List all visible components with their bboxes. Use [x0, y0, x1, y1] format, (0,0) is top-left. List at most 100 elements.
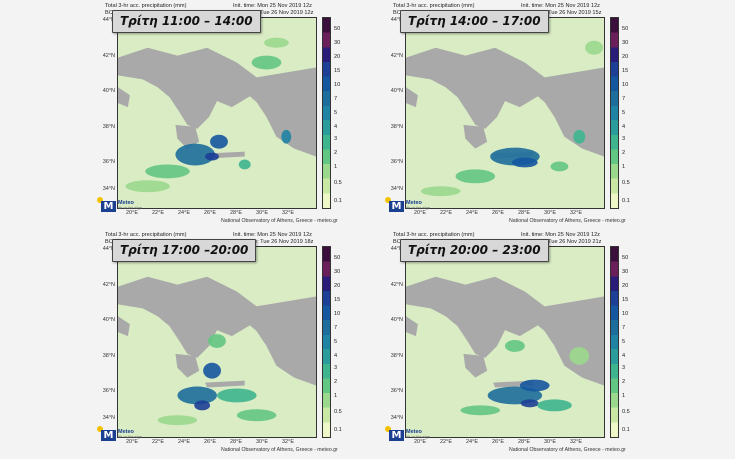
- lon-label: 20°E: [414, 439, 426, 445]
- colorbar-label: 30: [334, 40, 341, 46]
- colorbar-label: 3: [622, 365, 626, 371]
- colorbar-label: 20: [622, 54, 629, 60]
- colorbar-label: 10: [622, 82, 629, 88]
- logo-tagline: life on the edge: [118, 206, 142, 210]
- time-window-title: Τρίτη 14:00 – 17:00: [400, 10, 549, 33]
- valid-time: Valid time: Tue 26 Nov 2019 18z: [233, 238, 314, 245]
- colorbar-label: 2: [622, 379, 626, 385]
- sun-icon: [385, 197, 391, 203]
- colorbar-label: 1: [622, 393, 626, 399]
- time-window-title: Τρίτη 20:00 – 23:00: [400, 239, 549, 262]
- colorbar-label: 50: [622, 26, 629, 32]
- lat-label: 36°N: [390, 159, 403, 165]
- lat-label: 42°N: [102, 53, 115, 59]
- colorbar-label: 5: [622, 110, 626, 116]
- sun-icon: [385, 426, 391, 432]
- header-right: Init. time: Mon 25 Nov 2019 12z Valid tim…: [233, 3, 313, 16]
- init-time: Init. time: Mon 25 Nov 2019 12z: [521, 232, 600, 238]
- colorbar-label: 5: [334, 110, 338, 116]
- colorbar-label: 0.1: [334, 198, 342, 204]
- colorbar-label: 3: [334, 136, 338, 142]
- sun-icon: [97, 197, 103, 203]
- colorbar-label: 50: [622, 255, 629, 261]
- time-window-title: Τρίτη 17:00 –20:00: [112, 239, 257, 262]
- header-right: Init. time: Mon 25 Nov 2019 12z Valid tim…: [521, 232, 601, 245]
- logo-tagline: life on the edge: [406, 206, 430, 210]
- lat-label: 36°N: [390, 388, 403, 394]
- lat-label: 34°N: [102, 415, 115, 421]
- colorbar-label: 7: [622, 325, 626, 331]
- colorbar: [610, 17, 619, 209]
- precipitation-map: [117, 17, 317, 209]
- lon-label: 30°E: [544, 210, 556, 216]
- colorbar-label: 4: [622, 124, 626, 130]
- colorbar: [322, 17, 331, 209]
- init-time: Init. time: Mon 25 Nov 2019 12z: [233, 232, 312, 238]
- colorbar-label: 15: [334, 297, 341, 303]
- lat-label: 42°N: [390, 282, 403, 288]
- lon-label: 22°E: [152, 210, 164, 216]
- credit-text: National Observatory of Athens, Greece -…: [221, 218, 338, 224]
- init-time: Init. time: Mon 25 Nov 2019 12z: [233, 3, 312, 9]
- logo-name: Meteo: [118, 200, 134, 206]
- colorbar-label: 1: [622, 164, 626, 170]
- init-time: Init. time: Mon 25 Nov 2019 12z: [521, 3, 600, 9]
- forecast-panel: Total 3-hr acc. precipitation (mm)BOLAM …: [97, 231, 352, 459]
- lat-label: 36°N: [102, 159, 115, 165]
- colorbar-label: 15: [622, 68, 629, 74]
- lon-label: 22°E: [152, 439, 164, 445]
- valid-time: Valid time: Tue 26 Nov 2019 12z: [233, 9, 314, 16]
- header-line1: Total 3-hr acc. precipitation (mm): [393, 232, 475, 238]
- lon-label: 28°E: [518, 439, 530, 445]
- lat-label: 40°N: [390, 317, 403, 323]
- colorbar-label: 7: [622, 96, 626, 102]
- header-line1: Total 3-hr acc. precipitation (mm): [393, 3, 475, 9]
- lon-label: 26°E: [204, 210, 216, 216]
- colorbar-label: 0.5: [622, 409, 630, 415]
- colorbar-label: 0.1: [622, 427, 630, 433]
- colorbar-label: 5: [334, 339, 338, 345]
- precipitation-map: [117, 246, 317, 438]
- colorbar-label: 30: [622, 40, 629, 46]
- lat-label: 34°N: [102, 186, 115, 192]
- colorbar-label: 20: [334, 54, 341, 60]
- colorbar-label: 0.5: [622, 180, 630, 186]
- lon-label: 28°E: [518, 210, 530, 216]
- lat-label: 38°N: [102, 353, 115, 359]
- lat-label: 42°N: [102, 282, 115, 288]
- colorbar-label: 2: [334, 379, 338, 385]
- lon-label: 32°E: [570, 210, 582, 216]
- colorbar-label: 10: [334, 82, 341, 88]
- header-right: Init. time: Mon 25 Nov 2019 12z Valid tim…: [521, 3, 601, 16]
- valid-time: Valid time: Tue 26 Nov 2019 21z: [521, 238, 602, 245]
- lat-label: 34°N: [390, 415, 403, 421]
- lat-label: 38°N: [390, 353, 403, 359]
- logo-letter: M: [389, 430, 404, 441]
- lat-label: 36°N: [102, 388, 115, 394]
- colorbar-label: 3: [334, 365, 338, 371]
- lon-label: 24°E: [466, 439, 478, 445]
- lon-label: 30°E: [544, 439, 556, 445]
- lon-label: 20°E: [414, 210, 426, 216]
- lon-label: 20°E: [126, 210, 138, 216]
- meteo-logo: M Meteo life on the edge: [385, 426, 430, 442]
- meteo-logo: M Meteo life on the edge: [385, 197, 430, 213]
- colorbar-label: 10: [622, 311, 629, 317]
- lat-label: 42°N: [390, 53, 403, 59]
- lon-label: 26°E: [492, 210, 504, 216]
- colorbar-label: 4: [622, 353, 626, 359]
- colorbar-label: 2: [622, 150, 626, 156]
- colorbar-label: 20: [334, 283, 341, 289]
- colorbar-label: 0.1: [622, 198, 630, 204]
- colorbar-label: 7: [334, 96, 338, 102]
- header-line1: Total 3-hr acc. precipitation (mm): [105, 232, 187, 238]
- precipitation-map: [405, 246, 605, 438]
- logo-letter: M: [101, 430, 116, 441]
- logo-letter: M: [101, 201, 116, 212]
- colorbar-label: 50: [334, 255, 341, 261]
- header-right: Init. time: Mon 25 Nov 2019 12z Valid tim…: [233, 232, 313, 245]
- time-window-title: Τρίτη 11:00 – 14:00: [112, 10, 261, 33]
- precipitation-map: [405, 17, 605, 209]
- logo-name: Meteo: [118, 429, 134, 435]
- credit-text: National Observatory of Athens, Greece -…: [221, 447, 338, 453]
